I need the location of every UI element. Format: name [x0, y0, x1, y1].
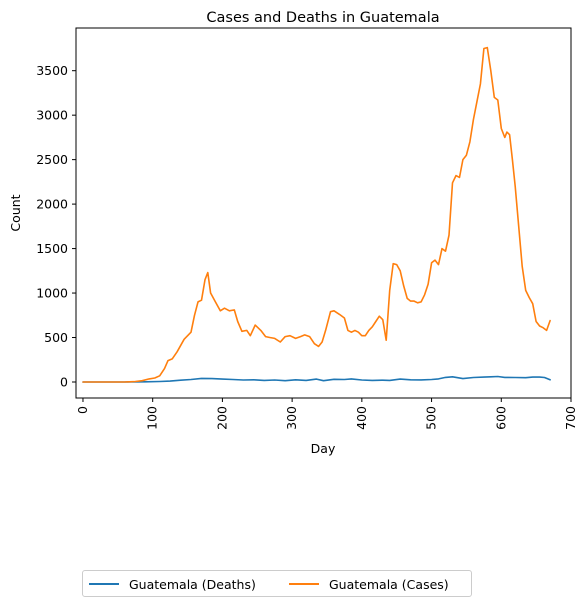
x-tick-label: 400 — [354, 406, 369, 430]
series-lines — [82, 46, 551, 383]
x-tick-label: 500 — [424, 406, 439, 430]
y-axis-ticks: 0 500 1000 1500 2000 2500 3000 3500 — [36, 63, 76, 389]
y-tick-label: 0 — [60, 374, 68, 389]
legend: Guatemala (Deaths) Guatemala (Cases) — [82, 570, 472, 597]
y-tick-label: 3000 — [36, 108, 68, 123]
legend-swatch-deaths — [89, 583, 119, 585]
y-tick-label: 1000 — [36, 286, 68, 301]
legend-item-deaths: Guatemala (Deaths) — [89, 575, 256, 593]
legend-swatch-cases — [289, 583, 319, 585]
x-tick-label: 200 — [214, 406, 229, 430]
chart-title: Cases and Deaths in Guatemala — [206, 10, 439, 26]
y-tick-label: 2500 — [36, 152, 68, 167]
x-tick-label: 0 — [75, 406, 90, 414]
x-axis-ticks: 0 100 200 300 400 500 600 700 — [75, 398, 578, 430]
legend-label-cases: Guatemala (Cases) — [329, 576, 449, 592]
y-axis-label: Count — [8, 194, 23, 231]
x-tick-label: 700 — [563, 406, 578, 430]
y-tick-label: 1500 — [36, 241, 68, 256]
y-tick-label: 500 — [44, 330, 68, 345]
legend-item-cases: Guatemala (Cases) — [289, 575, 449, 593]
x-axis-label: Day — [311, 441, 336, 456]
x-tick-label: 600 — [493, 406, 508, 430]
y-tick-label: 3500 — [36, 63, 68, 78]
x-tick-label: 300 — [284, 406, 299, 430]
y-tick-label: 2000 — [36, 197, 68, 212]
legend-label-deaths: Guatemala (Deaths) — [129, 576, 256, 592]
x-tick-label: 100 — [145, 406, 160, 430]
series-line-deaths — [82, 375, 551, 383]
series-line-cases — [82, 46, 551, 383]
plot-area — [75, 27, 572, 399]
